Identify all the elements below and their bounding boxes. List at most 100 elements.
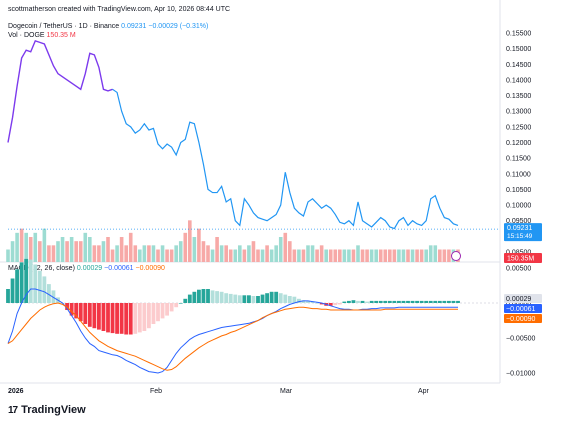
volume-bar <box>110 249 115 262</box>
macd-histogram-bar <box>165 303 169 316</box>
macd-histogram-bar <box>51 290 56 303</box>
volume-bar <box>306 245 310 262</box>
price-line <box>112 88 459 230</box>
macd-histogram-bar <box>210 290 215 303</box>
volume-bar <box>78 241 83 262</box>
macd-histogram-bar <box>42 276 47 303</box>
volume-bar <box>288 241 292 262</box>
macd-histogram-bar <box>274 291 279 303</box>
macd-histogram-bar <box>233 294 238 303</box>
macd-histogram-bar <box>310 301 315 303</box>
macd-value-tag <box>504 304 542 313</box>
macd-histogram-bar <box>33 264 38 303</box>
signal-line <box>7 302 458 371</box>
volume-bar <box>328 249 333 262</box>
time-axis-label: 2026 <box>8 388 24 395</box>
volume-bar <box>442 249 447 262</box>
volume-bar <box>83 232 88 262</box>
volume-bar <box>278 237 283 262</box>
macd-histogram-bar <box>392 300 397 303</box>
macd-histogram-bar <box>10 278 15 303</box>
macd-histogram-bar <box>283 294 288 303</box>
volume-tag-text: 150.35M <box>507 256 534 263</box>
macd-histogram-bar <box>383 300 388 303</box>
volume-bar <box>6 249 10 262</box>
volume-bar <box>206 245 210 262</box>
volume-bar <box>324 249 328 262</box>
macd-histogram-bar <box>437 300 442 303</box>
volume-bar <box>124 245 128 262</box>
volume-bar <box>238 245 242 262</box>
chart-canvas[interactable]: 0.15500 0.15000 0.14500 0.14000 0.13500 0.130… <box>0 0 564 400</box>
macd-histogram-bar <box>301 300 306 303</box>
volume-bar <box>283 232 288 262</box>
macd-histogram-bar <box>224 293 229 303</box>
volume-bar <box>342 249 347 262</box>
macd-histogram-bar <box>306 300 310 303</box>
volume-bar <box>392 249 397 262</box>
volume-bar <box>401 249 406 262</box>
macd-histogram-bar <box>65 303 69 310</box>
macd-histogram-bar <box>47 284 51 303</box>
volume-bar <box>101 241 106 262</box>
price-tick-label: 0.15500 <box>506 31 531 38</box>
macd-histogram-bar <box>256 296 260 303</box>
macd-histogram-bar <box>360 300 365 303</box>
volume-bar <box>415 249 419 262</box>
volume-bar <box>215 237 219 262</box>
macd-histogram-bar <box>265 293 269 303</box>
price-tick-label: 0.11500 <box>506 156 531 163</box>
macd-histogram-bar <box>365 301 369 303</box>
volume-bar <box>74 241 78 262</box>
volume-bar <box>224 245 228 262</box>
volume-bar <box>360 249 365 262</box>
volume-bar <box>28 237 33 262</box>
volume-bar <box>347 249 351 262</box>
symbol-name: Dogecoin / TetherUS · 1D · Binance <box>8 23 120 30</box>
price-tick-label: 0.10500 <box>506 187 531 194</box>
price-tick-label: 0.14000 <box>506 77 531 84</box>
volume-bar <box>60 237 65 262</box>
macd-histogram-bar <box>115 303 119 334</box>
macd-histogram-bar <box>237 295 242 303</box>
current-price-tag-text: 0.09231 <box>507 225 532 232</box>
volume-bar <box>433 245 438 262</box>
volume-bar <box>65 241 69 262</box>
volume-bar <box>47 245 51 262</box>
macd-histogram-bar <box>178 303 183 304</box>
volume-bar <box>315 249 319 262</box>
macd-histogram-bar <box>428 300 433 303</box>
volume-bar <box>92 245 97 262</box>
time-axis-label: Apr <box>418 388 430 395</box>
volume-bar <box>165 249 169 262</box>
macd-histogram-bar <box>206 289 210 303</box>
macd-histogram-bar <box>292 296 297 303</box>
macd-histogram-bar <box>424 300 429 303</box>
volume-bar <box>56 241 60 262</box>
volume-bar <box>269 249 274 262</box>
macd-histogram-bar <box>315 303 319 304</box>
macd-histogram-bar <box>451 300 456 303</box>
volume-bar <box>183 232 188 262</box>
time-axis-label: Feb <box>150 388 162 395</box>
symbol-price: 0.09231 <box>121 23 147 30</box>
volume-bar <box>369 249 374 262</box>
volume-bar <box>128 232 133 262</box>
volume-bar <box>97 245 101 262</box>
volume-bar <box>88 237 92 262</box>
volume-bar <box>301 249 306 262</box>
author-line: scottmatherson created with TradingView.… <box>8 6 231 13</box>
volume-bar <box>383 249 388 262</box>
macd-histogram-bar <box>201 289 206 303</box>
volume-bar <box>338 249 342 262</box>
volume-bar <box>133 245 138 262</box>
macd-legend: MACD (12, 26, close) 0.00029 −0.00061 −0… <box>8 265 165 272</box>
macd-histogram-bar <box>374 300 379 303</box>
macd-histogram-bar <box>142 303 147 331</box>
macd-value-tag-text: −0.00090 <box>506 316 535 323</box>
volume-bar <box>260 249 265 262</box>
volume-bar <box>147 245 151 262</box>
macd-histogram-bar <box>456 300 460 303</box>
price-line-early <box>7 39 113 143</box>
volume-bar <box>438 249 442 262</box>
